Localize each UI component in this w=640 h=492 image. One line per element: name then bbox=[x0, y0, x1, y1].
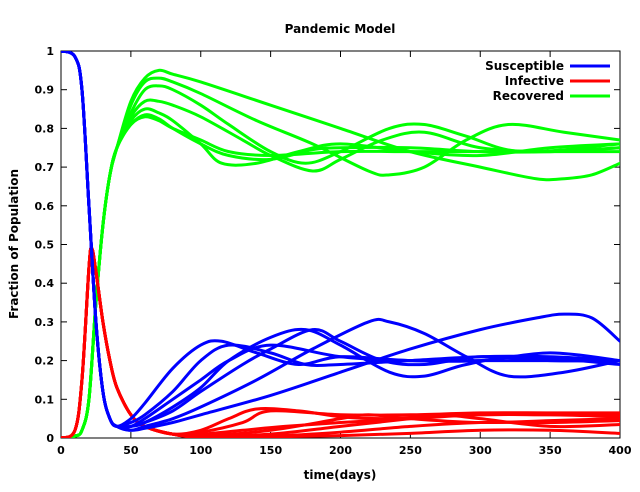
series-line-infective-7 bbox=[61, 246, 620, 438]
y-tick-label: 0.3 bbox=[35, 316, 55, 329]
y-tick-label: 0.5 bbox=[35, 239, 55, 252]
x-tick-label: 400 bbox=[609, 444, 632, 457]
x-tick-label: 100 bbox=[189, 444, 212, 457]
series-line-infective-10 bbox=[61, 246, 620, 438]
y-tick-label: 0.1 bbox=[35, 393, 55, 406]
x-tick-label: 50 bbox=[123, 444, 139, 457]
y-tick-label: 0.9 bbox=[35, 84, 55, 97]
series-line-infective-8 bbox=[61, 246, 620, 438]
y-tick-label: 0.4 bbox=[35, 277, 55, 290]
series-line-infective-9 bbox=[61, 246, 620, 438]
legend-label-susceptible: Susceptible bbox=[485, 59, 564, 73]
x-axis-label: time(days) bbox=[304, 468, 377, 482]
series-line-recovered-14 bbox=[61, 115, 620, 438]
series-line-infective-11 bbox=[61, 246, 620, 438]
series-line-recovered-18 bbox=[61, 84, 620, 438]
x-tick-label: 350 bbox=[539, 444, 562, 457]
y-tick-label: 0.2 bbox=[35, 355, 55, 368]
series-layer bbox=[61, 51, 620, 438]
series-line-recovered-20 bbox=[61, 68, 620, 438]
chart-title: Pandemic Model bbox=[285, 22, 396, 36]
legend-label-infective: Infective bbox=[505, 74, 564, 88]
legend-label-recovered: Recovered bbox=[493, 89, 564, 103]
series-line-susceptible-2 bbox=[61, 51, 620, 428]
y-tick-label: 0.7 bbox=[35, 161, 55, 174]
x-tick-label: 200 bbox=[329, 444, 352, 457]
x-tick-label: 250 bbox=[399, 444, 422, 457]
series-line-recovered-19 bbox=[61, 76, 620, 438]
y-tick-label: 0.8 bbox=[35, 122, 55, 135]
axis-ticks: 0 50 100 150 200 250 300 350 400 0 0.1 0.2 0.3 0.4 0.5… bbox=[35, 45, 632, 457]
series-line-susceptible-1 bbox=[61, 51, 620, 428]
y-axis-label: Fraction of Population bbox=[7, 169, 21, 319]
series-line-susceptible-6 bbox=[61, 51, 620, 432]
x-tick-label: 150 bbox=[259, 444, 282, 457]
y-tick-label: 1 bbox=[46, 45, 54, 58]
series-line-infective-13 bbox=[61, 246, 620, 438]
x-tick-label: 0 bbox=[57, 444, 65, 457]
series-line-infective-12 bbox=[61, 246, 620, 438]
y-tick-label: 0.6 bbox=[35, 200, 55, 213]
x-tick-label: 300 bbox=[469, 444, 492, 457]
y-tick-label: 0 bbox=[46, 432, 54, 445]
series-line-recovered-15 bbox=[61, 113, 620, 438]
